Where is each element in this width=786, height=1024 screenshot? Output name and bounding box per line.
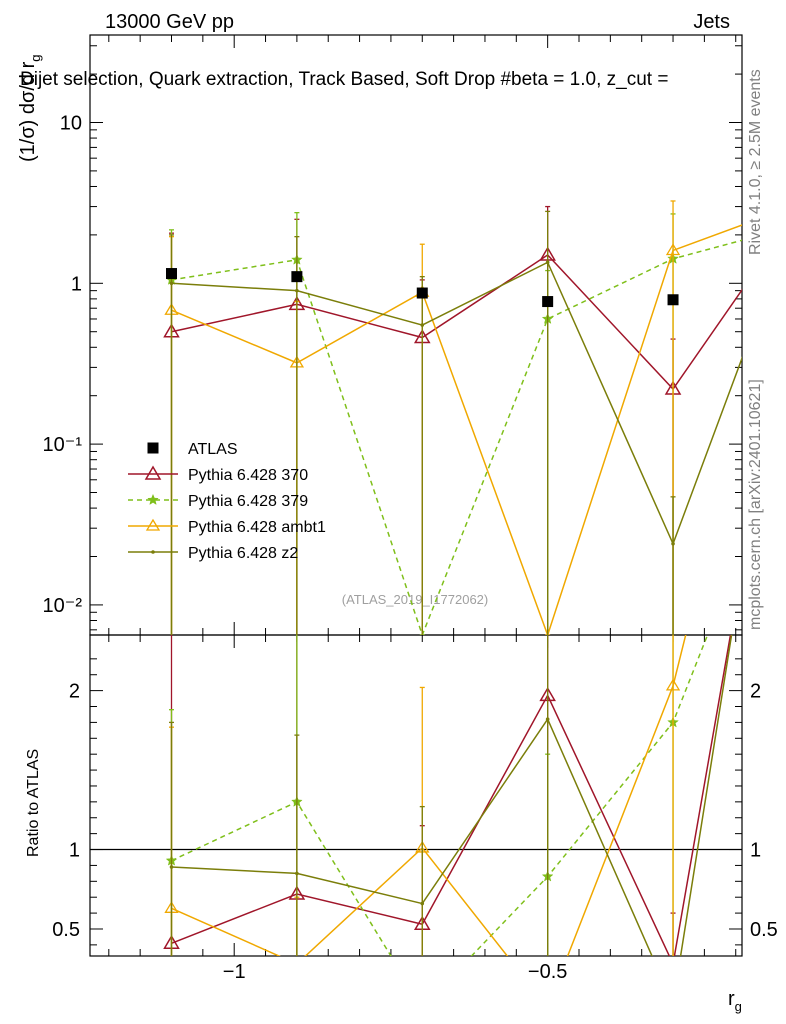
main-marker-z2 [671, 541, 675, 546]
ratio-y-tick-label-right: 0.5 [750, 919, 778, 941]
x-axis-label: rg [728, 988, 742, 1014]
main-marker-z2 [295, 288, 299, 293]
ratio-y-tick-label-right: 1 [750, 840, 761, 862]
ratio-y-axis-label: Ratio to ATLAS [25, 749, 42, 857]
ratio-line-z2 [171, 635, 733, 956]
legend-marker-p379 [147, 493, 159, 505]
legend-label-p370: Pythia 6.428 370 [188, 467, 308, 484]
legend-label-p379: Pythia 6.428 379 [188, 493, 308, 510]
legend: ATLAS Pythia 6.428 370 Pythia 6.428 379 Pyt… [128, 441, 326, 562]
ratio-marker-z2 [169, 865, 174, 869]
main-y-tick-label: 1 [71, 273, 82, 295]
ratio-axis-ticks: 0.5 0.5 1 1 2 2 −1 −0.5 [52, 635, 778, 983]
ratio-plot-frame [89, 634, 743, 957]
ratio-y-tick-label: 0.5 [52, 919, 80, 941]
ratio-y-tick-label: 1 [69, 840, 80, 862]
atlas-data-point [667, 294, 679, 306]
side-version-label: Rivet 4.1.0, ≥ 2.5M events [747, 69, 764, 255]
main-y-tick-label: 10 [60, 112, 82, 134]
main-marker-z2 [545, 260, 550, 265]
ratio-marker-ambt1 [665, 678, 681, 691]
side-url-label: mcplots.cern.ch [arXiv:2401.10621] [747, 379, 764, 630]
x-tick-label: −0.5 [528, 961, 567, 983]
main-y-tick-label: 10⁻² [43, 595, 83, 617]
main-y-tick-label: 10⁻¹ [43, 434, 83, 456]
watermark-label: (ATLAS_2019_I1772062) [342, 592, 488, 607]
ratio-line-ambt1 [171, 635, 687, 956]
main-line-z2 [171, 261, 742, 546]
legend-marker-p370 [144, 465, 162, 480]
atlas-data-point [166, 268, 177, 280]
legend-marker-ambt1 [145, 518, 161, 531]
main-series-group [163, 200, 742, 635]
main-marker-ambt1 [665, 243, 681, 256]
atlas-data-point [291, 271, 303, 283]
main-markers-group [166, 268, 679, 308]
ratio-y-tick-label-right: 2 [750, 681, 761, 703]
main-line-p370 [171, 254, 742, 391]
ratio-line-p379 [171, 635, 709, 956]
atlas-data-point [542, 296, 554, 308]
legend-label-z2: Pythia 6.428 z2 [188, 545, 298, 562]
header-jets-label: Jets [693, 11, 730, 33]
plot-subtitle: Dijet selection, Quark extraction, Track… [20, 69, 668, 90]
legend-marker-ATLAS [147, 442, 159, 454]
ratio-marker-z2 [545, 717, 550, 722]
main-line-ambt1 [171, 224, 742, 635]
header-energy-label: 13000 GeV pp [105, 11, 234, 33]
main-y-axis-label: (1/σ) dσ/d rg [17, 55, 43, 163]
main-line-p379 [171, 239, 742, 635]
main-axis-ticks: 10⁻² 10⁻¹ 1 10 [43, 35, 742, 635]
x-tick-label: −1 [223, 961, 246, 983]
legend-label-ATLAS: ATLAS [188, 441, 238, 458]
ratio-marker-z2 [295, 871, 299, 876]
atlas-data-point [416, 287, 428, 299]
ratio-series-group [163, 635, 733, 956]
legend-label-ambt1: Pythia 6.428 ambt1 [188, 519, 326, 536]
ratio-y-tick-label: 2 [69, 681, 80, 703]
main-marker-z2 [420, 323, 425, 327]
main-marker-z2 [169, 281, 174, 286]
ratio-marker-z2 [420, 901, 425, 906]
ratio-line-p370 [171, 635, 732, 956]
legend-marker-z2 [151, 550, 155, 554]
